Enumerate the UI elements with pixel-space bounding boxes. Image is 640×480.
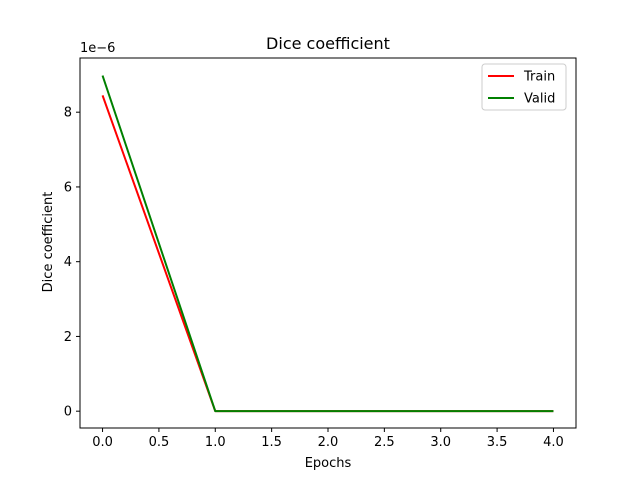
x-tick-label: 3.0	[430, 435, 451, 450]
x-tick-label: 2.5	[374, 435, 395, 450]
axis-ticks: 0.0 0.5 1.0 1.5 2.0 2.5 3.0 3.5 4.0 0 2 4 6 8	[64, 106, 564, 450]
y-tick-label: 8	[64, 106, 72, 121]
chart-title: Dice coefficient	[266, 34, 390, 53]
x-axis-label: Epochs	[305, 456, 352, 471]
y-tick-label: 6	[64, 180, 72, 195]
series-line-valid	[101, 75, 554, 413]
x-tick-label: 1.5	[261, 435, 282, 450]
x-tick-label: 0.5	[149, 435, 170, 450]
y-tick-label: 0	[64, 405, 72, 420]
y-axis-label: Dice coefficient	[41, 192, 56, 293]
x-tick-label: 1.0	[205, 435, 226, 450]
x-tick-label: 2.0	[318, 435, 339, 450]
y-axis-offset-text: 1e−6	[80, 41, 115, 56]
x-tick-label: 3.5	[487, 435, 508, 450]
x-tick-label: 0.0	[92, 435, 113, 450]
y-tick-label: 2	[64, 330, 72, 345]
y-tick-label: 4	[64, 255, 72, 270]
legend-label-train: Train	[523, 70, 555, 85]
x-tick-label: 4.0	[543, 435, 564, 450]
legend-label-valid: Valid	[524, 92, 555, 107]
legend: Train Valid	[481, 63, 567, 111]
